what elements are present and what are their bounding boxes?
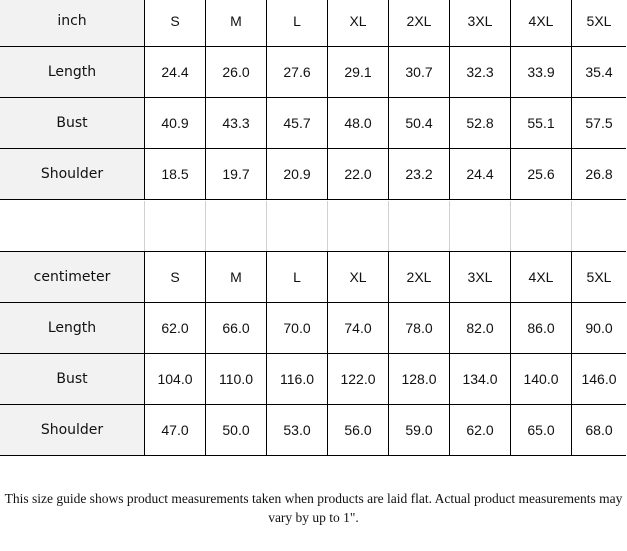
measurement-value: 33.9 [510,46,572,98]
size-header: L [266,251,328,303]
measurement-value: 57.5 [571,97,626,149]
measurement-value: 24.4 [449,148,511,200]
header-row: inch S M L XL 2XL 3XL 4XL 5XL [0,0,626,47]
size-header: S [144,251,206,303]
measurement-value: 26.8 [571,148,626,200]
measurement-value: 35.4 [571,46,626,98]
measurement-value: 53.0 [266,404,328,456]
measurement-value: 70.0 [266,302,328,354]
size-header: 5XL [571,251,626,303]
measurement-label: Shoulder [0,148,145,200]
measurement-value: 65.0 [510,404,572,456]
size-header: 3XL [449,0,511,47]
inch-size-table: inch S M L XL 2XL 3XL 4XL 5XL Length 24.4 26.0 27.6 2… [0,0,626,200]
table-row: Shoulder 18.5 19.7 20.9 22.0 23.2 24.4 25.6 26.8 [0,148,626,200]
measurement-value: 30.7 [388,46,450,98]
measurement-value: 68.0 [571,404,626,456]
size-header: 2XL [388,0,450,47]
measurement-value: 48.0 [327,97,389,149]
measurement-value: 26.0 [205,46,267,98]
size-header: XL [327,251,389,303]
measurement-value: 19.7 [205,148,267,200]
measurement-value: 40.9 [144,97,206,149]
measurement-value: 55.1 [510,97,572,149]
size-header: 3XL [449,251,511,303]
measurement-value: 45.7 [266,97,328,149]
unit-header: centimeter [0,251,145,303]
measurement-value: 20.9 [266,148,328,200]
table-row: Bust 104.0 110.0 116.0 122.0 128.0 134.0 140.0 1… [0,353,626,405]
measurement-label: Shoulder [0,404,145,456]
measurement-value: 18.5 [144,148,206,200]
size-header: XL [327,0,389,47]
measurement-value: 116.0 [266,353,328,405]
measurement-value: 29.1 [327,46,389,98]
measurement-label: Length [0,302,145,354]
measurement-value: 27.6 [266,46,328,98]
measurement-value: 52.8 [449,97,511,149]
spacer-row [0,201,627,251]
measurement-value: 66.0 [205,302,267,354]
size-header: 5XL [571,0,626,47]
measurement-value: 56.0 [327,404,389,456]
table-row: Shoulder 47.0 50.0 53.0 56.0 59.0 62.0 65.0 68.0 [0,404,626,456]
table-row: Length 24.4 26.0 27.6 29.1 30.7 32.3 33.9 35.4 [0,46,626,98]
measurement-value: 50.0 [205,404,267,456]
measurement-value: 24.4 [144,46,206,98]
measurement-value: 23.2 [388,148,450,200]
measurement-label: Length [0,46,145,98]
measurement-value: 110.0 [205,353,267,405]
measurement-value: 90.0 [571,302,626,354]
measurement-value: 47.0 [144,404,206,456]
centimeter-size-table: centimeter S M L XL 2XL 3XL 4XL 5XL Length 62.0 66.… [0,251,626,456]
measurement-value: 128.0 [388,353,450,405]
measurement-label: Bust [0,353,145,405]
size-header: L [266,0,328,47]
header-row: centimeter S M L XL 2XL 3XL 4XL 5XL [0,251,626,303]
size-header: M [205,0,267,47]
measurement-value: 74.0 [327,302,389,354]
unit-header: inch [0,0,145,47]
measurement-value: 62.0 [449,404,511,456]
measurement-value: 104.0 [144,353,206,405]
measurement-value: 134.0 [449,353,511,405]
size-header: S [144,0,206,47]
size-header: 2XL [388,251,450,303]
measurement-value: 62.0 [144,302,206,354]
size-header: 4XL [510,251,572,303]
measurement-value: 22.0 [327,148,389,200]
measurement-value: 122.0 [327,353,389,405]
measurement-value: 82.0 [449,302,511,354]
table-row: Bust 40.9 43.3 45.7 48.0 50.4 52.8 55.1 57.5 [0,97,626,149]
measurement-value: 59.0 [388,404,450,456]
table-row: Length 62.0 66.0 70.0 74.0 78.0 82.0 86.0 90.0 [0,302,626,354]
measurement-label: Bust [0,97,145,149]
measurement-value: 50.4 [388,97,450,149]
measurement-value: 140.0 [510,353,572,405]
size-guide-note: This size guide shows product measuremen… [4,491,623,525]
measurement-value: 43.3 [205,97,267,149]
measurement-value: 78.0 [388,302,450,354]
measurement-value: 25.6 [510,148,572,200]
measurement-value: 86.0 [510,302,572,354]
measurement-value: 146.0 [571,353,626,405]
size-header: 4XL [510,0,572,47]
size-header: M [205,251,267,303]
measurement-value: 32.3 [449,46,511,98]
